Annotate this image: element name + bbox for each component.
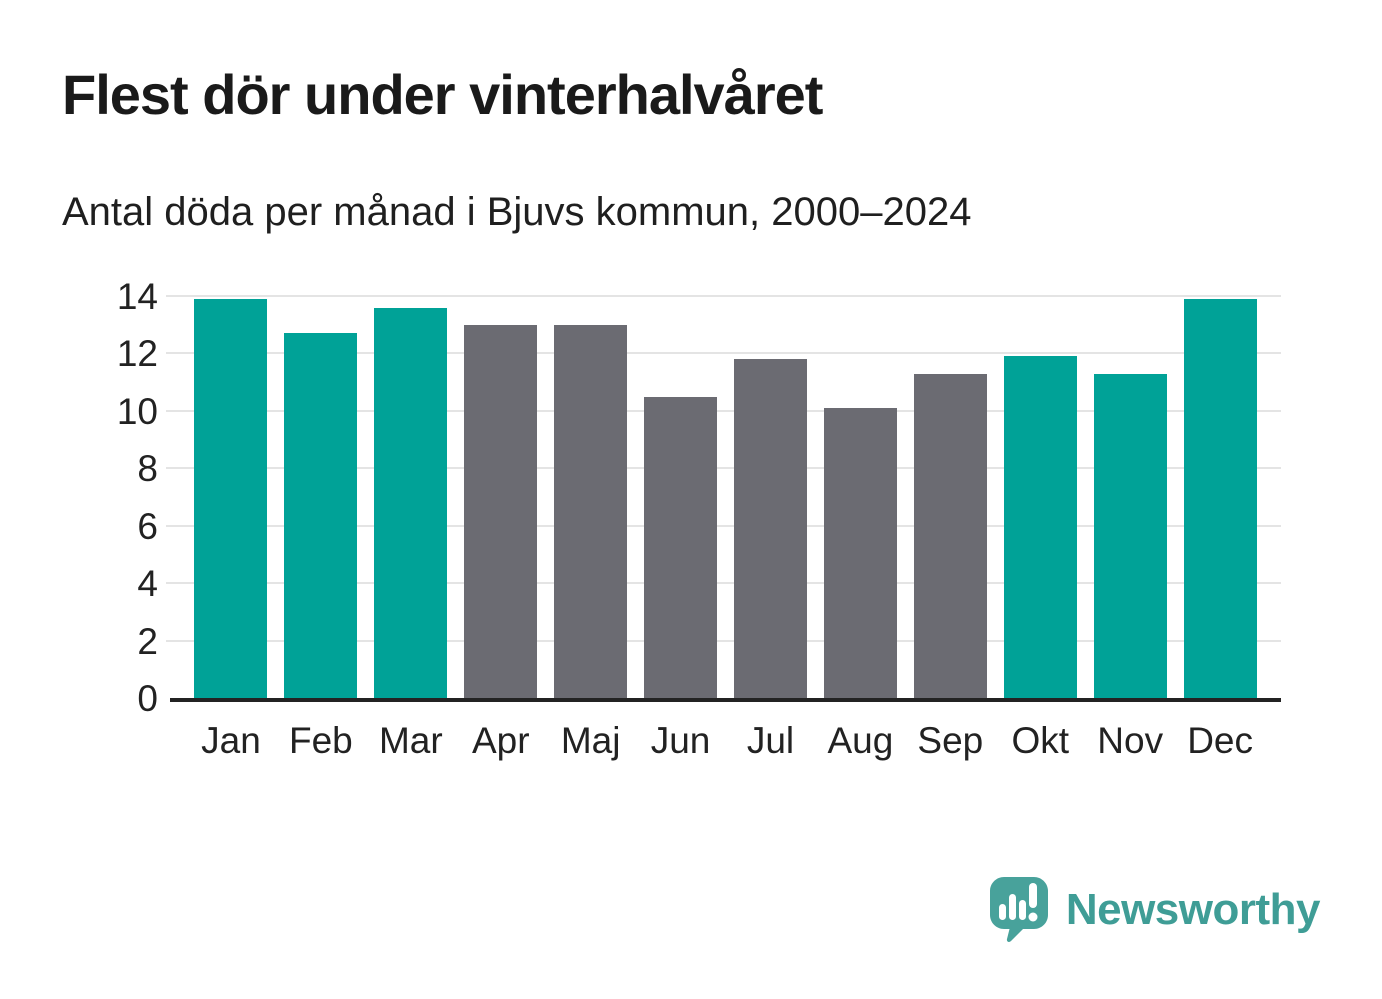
x-tick-label-jan: Jan	[201, 720, 261, 761]
y-tick-label-10: 10	[116, 390, 158, 432]
y-tick-label-0: 0	[137, 678, 158, 719]
gridline-6	[166, 524, 1281, 527]
bar-mar	[374, 307, 448, 698]
newsworthy-speech-bubble-icon	[989, 877, 1048, 942]
bar-maj	[554, 324, 628, 698]
bar-slot-okt	[995, 296, 1085, 698]
newsworthy-logo-text: Newsworthy	[1065, 885, 1321, 934]
bar-okt	[1003, 356, 1077, 698]
y-tick-label-4: 4	[137, 563, 158, 605]
gridline-12	[166, 352, 1281, 355]
x-tick-label-sep: Sep	[917, 720, 984, 761]
x-tick-label-mar: Mar	[378, 720, 443, 761]
bar-jan	[194, 298, 268, 698]
chart-subtitle: Antal döda per månad i Bjuvs kommun, 200…	[62, 190, 972, 234]
gridline-10	[166, 409, 1281, 412]
bar-slot-jun	[636, 296, 726, 698]
bar-slot-apr	[456, 296, 546, 698]
bar-slot-jul	[726, 296, 816, 698]
logo-exclamation-dot	[1028, 912, 1038, 922]
x-axis-line	[170, 698, 1281, 702]
bar-slot-mar	[366, 296, 456, 698]
bar-slot-sep	[905, 296, 995, 698]
x-tick-label-dec: Dec	[1187, 720, 1253, 761]
bar-jun	[644, 396, 718, 698]
bar-slot-feb	[276, 296, 366, 698]
x-tick-label-aug: Aug	[827, 720, 894, 761]
y-tick-label-2: 2	[137, 620, 158, 662]
bar-slot-dec	[1175, 296, 1265, 698]
x-tick-label-apr: Apr	[471, 720, 530, 761]
y-tick-label-14: 14	[116, 276, 158, 317]
bar-sep	[913, 373, 987, 698]
x-tick-label-jun: Jun	[650, 720, 711, 761]
gridline-8	[166, 467, 1281, 470]
gridline-4	[166, 582, 1281, 585]
bar-jul	[733, 359, 807, 698]
bar-feb	[284, 333, 358, 698]
x-axis-labels: Jan Feb Mar Apr Maj Jun Jul Aug Sep Okt Nov Dec	[186, 720, 1265, 762]
y-tick-label-6: 6	[137, 505, 158, 547]
y-tick-label-8: 8	[137, 448, 158, 490]
bar-aug	[823, 408, 897, 698]
bar-slot-jan	[186, 296, 276, 698]
bar-apr	[464, 324, 538, 698]
x-tick-label-feb: Feb	[289, 720, 353, 761]
bar-slot-maj	[546, 296, 636, 698]
bar-nov	[1093, 373, 1167, 698]
gridline-14	[166, 295, 1281, 297]
logo-bar-tall	[1008, 894, 1016, 920]
y-tick-label-12: 12	[116, 333, 158, 375]
x-tick-label-maj: Maj	[560, 720, 621, 761]
x-tick-label-okt: Okt	[1011, 720, 1070, 761]
newsworthy-logo: Newsworthy	[989, 877, 1321, 943]
logo-exclamation-stem	[1028, 883, 1037, 908]
logo-bar-medium	[1018, 900, 1026, 920]
x-tick-label-nov: Nov	[1097, 720, 1164, 761]
bar-slot-nov	[1085, 296, 1175, 698]
gridline-2	[166, 639, 1281, 642]
chart-title: Flest dör under vinterhalvåret	[62, 63, 823, 126]
bar-slot-aug	[815, 296, 905, 698]
x-tick-label-jul: Jul	[746, 720, 795, 761]
logo-bar-short	[998, 904, 1006, 920]
bar-dec	[1183, 298, 1257, 698]
bars-row	[186, 296, 1265, 698]
